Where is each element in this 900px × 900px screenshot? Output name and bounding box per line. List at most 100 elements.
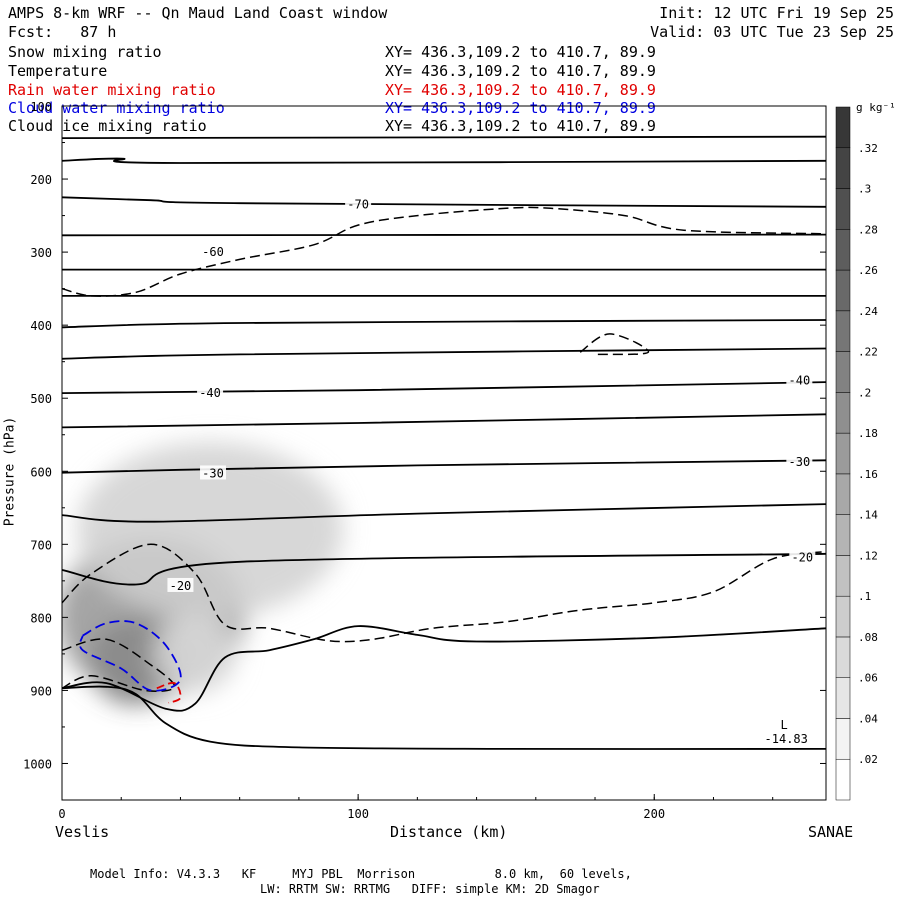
isotherm-line xyxy=(62,459,826,474)
colorbar-swatch xyxy=(835,392,851,434)
colorbar-label: .12 xyxy=(858,549,878,562)
colorbar-label: .14 xyxy=(858,509,878,522)
isotherm-line xyxy=(62,319,826,329)
colorbar-label: .02 xyxy=(858,753,878,766)
x-tick-label: 100 xyxy=(347,807,369,821)
colorbar-label: .08 xyxy=(858,631,878,644)
ice-contour-line xyxy=(579,333,650,356)
contour-label-bg xyxy=(200,244,227,259)
contour-label-bg xyxy=(200,465,227,480)
ice-contour-line xyxy=(62,543,826,643)
field-xy: XY= 436.3,109.2 to 410.7, 89.9 xyxy=(385,62,656,80)
colorbar-label: .04 xyxy=(858,712,878,725)
isotherm-line xyxy=(62,552,826,586)
model-info: Model Info: V4.3.3 KF MYJ PBL Morrison 8… xyxy=(90,867,632,881)
field-xy: XY= 436.3,109.2 to 410.7, 89.9 xyxy=(385,43,656,61)
colorbar-swatch xyxy=(835,555,851,597)
colorbar-label: .18 xyxy=(858,427,878,440)
colorbar-swatch xyxy=(835,432,851,475)
isotherm-line xyxy=(62,157,826,164)
colorbar-label: .26 xyxy=(858,264,878,277)
y-axis-label: Pressure (hPa) xyxy=(2,416,18,527)
field-label: Cloud ice mixing ratio xyxy=(8,117,207,135)
y-tick-label: 800 xyxy=(30,611,52,625)
x-tick-label: 200 xyxy=(643,807,665,821)
y-tick-label: 400 xyxy=(30,319,52,333)
low-value: -14.83 xyxy=(765,732,808,746)
plot-frame xyxy=(61,105,827,801)
y-tick-label: 300 xyxy=(30,246,52,260)
isotherm-line xyxy=(62,413,826,429)
contour-label-bg xyxy=(167,577,194,592)
colorbar-swatch xyxy=(835,188,851,230)
colorbar-swatch xyxy=(835,473,851,515)
cloud-water-contours xyxy=(78,620,182,692)
shading-blob xyxy=(153,613,237,695)
y-tick-label: 600 xyxy=(30,465,52,479)
colorbar-swatch xyxy=(835,758,851,801)
colorbar-swatch xyxy=(835,677,851,719)
contour-label: -20 xyxy=(170,579,192,593)
left-endpoint: Veslis xyxy=(55,823,110,841)
contour-label: -20 xyxy=(791,550,813,564)
isotherm-line xyxy=(62,625,826,712)
colorbar-label: .32 xyxy=(858,142,878,155)
chart-title: AMPS 8-km WRF -- Qn Maud Land Coast wind… xyxy=(8,4,388,22)
isotherm-line xyxy=(62,685,826,750)
colorbar-label: .3 xyxy=(858,183,871,196)
snow-mixing-ratio-shading xyxy=(62,442,344,704)
y-tick-label: 700 xyxy=(30,538,52,552)
colorbar-swatch xyxy=(835,718,851,760)
contour-label-bg xyxy=(197,385,224,400)
cloud-water-line xyxy=(78,620,182,692)
colorbar-swatch xyxy=(835,351,851,393)
rain-water-contours xyxy=(156,681,182,704)
field-label: Rain water mixing ratio xyxy=(8,81,216,99)
right-endpoint: SANAE xyxy=(808,823,854,841)
isotherm-line xyxy=(62,196,826,208)
axes: 100 200 300 400 500 600 700 800 900 1000 0 100 200 xyxy=(23,100,826,821)
field-xy: XY= 436.3,109.2 to 410.7, 89.9 xyxy=(385,99,656,117)
contour-label: -70 xyxy=(347,198,369,212)
shading-blob xyxy=(76,442,344,618)
contour-label: -60 xyxy=(202,245,224,259)
colorbar-label: .16 xyxy=(858,468,878,481)
isotherm-line xyxy=(62,347,826,360)
low-marker: L xyxy=(781,718,788,732)
y-tick-label: 500 xyxy=(30,392,52,406)
rain-water-line xyxy=(156,681,182,704)
contour-label-bg xyxy=(345,196,372,211)
y-tick-label: 1000 xyxy=(23,757,52,771)
colorbar-swatch xyxy=(835,106,851,149)
colorbar-swatch xyxy=(835,514,851,556)
colorbar-swatch xyxy=(835,595,851,638)
colorbar-label: .28 xyxy=(858,223,878,236)
colorbar-swatch xyxy=(835,636,851,678)
isotherm-line xyxy=(62,381,826,394)
isotherm-line xyxy=(62,233,826,237)
colorbar-label: .22 xyxy=(858,346,878,359)
colorbar-label: .2 xyxy=(858,386,871,399)
field-label: Snow mixing ratio xyxy=(8,43,162,61)
isotherm-line xyxy=(62,135,826,139)
colorbar-label: .24 xyxy=(858,305,878,318)
contour-label: -30 xyxy=(789,455,811,469)
ice-mixing-contours xyxy=(62,206,826,692)
colorbar-swatch xyxy=(835,147,851,189)
colorbar-swatch xyxy=(835,310,851,352)
init-time: Init: 12 UTC Fri 19 Sep 25 xyxy=(659,4,894,22)
y-tick-label: 200 xyxy=(30,173,52,187)
isotherm-line xyxy=(62,503,826,523)
contour-labels: -70 -60 -40 -40 -30 -30 -20 -20 L-14.83 xyxy=(167,196,816,746)
field-label: Temperature xyxy=(8,62,108,80)
ice-contour-line xyxy=(62,206,826,297)
colorbar-swatch xyxy=(835,229,851,271)
contour-label-bg xyxy=(786,372,813,387)
model-physics: LW: RRTM SW: RRTMG DIFF: simple KM: 2D S… xyxy=(260,882,600,896)
colorbar-label: .06 xyxy=(858,672,878,685)
colorbar-swatch xyxy=(835,269,851,312)
x-axis-label: Distance (km) xyxy=(390,823,508,841)
contour-label-bg xyxy=(789,549,816,564)
contour-label: -40 xyxy=(789,374,811,388)
